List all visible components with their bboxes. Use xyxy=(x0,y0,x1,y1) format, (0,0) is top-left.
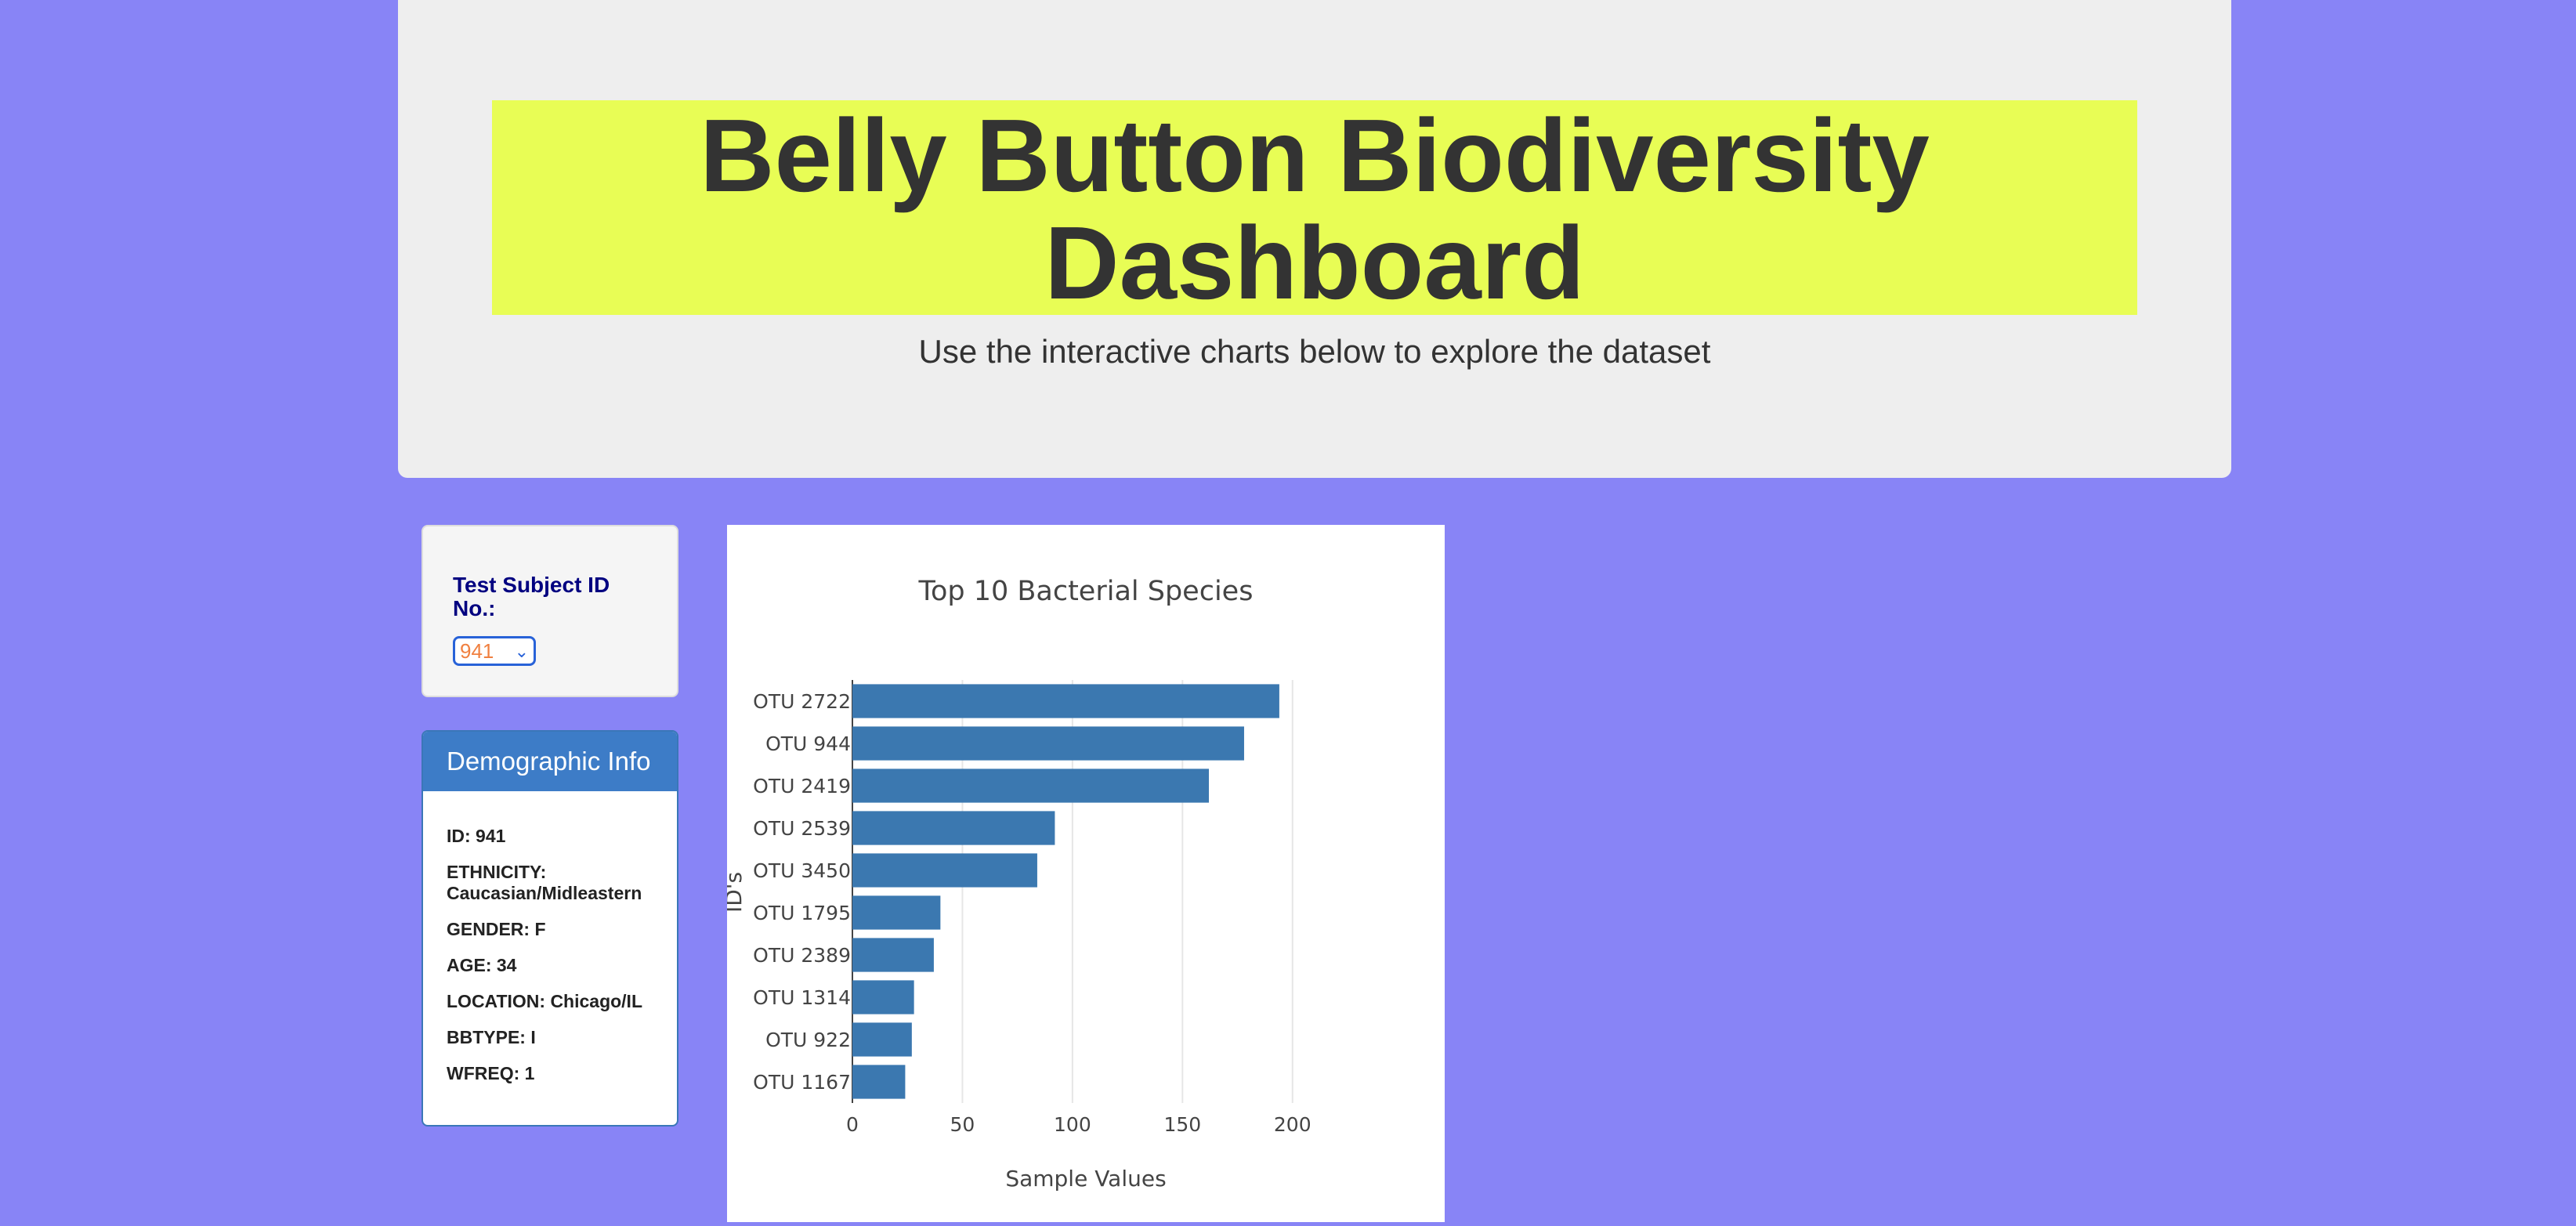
page-subtitle: Use the interactive charts below to expl… xyxy=(918,333,1711,370)
bar-chart-card: Top 10 Bacterial Species OTU 2722 OTU 944… xyxy=(721,525,1445,1222)
bar[interactable] xyxy=(852,1022,912,1057)
subject-select-panel: Test Subject ID No.: 941 ⌄ xyxy=(421,525,678,697)
x-tick-label: 50 xyxy=(950,1113,975,1136)
x-tick-label: 150 xyxy=(1163,1113,1201,1136)
x-tick-label: 0 xyxy=(846,1113,859,1136)
y-tick-label: OTU 2539 xyxy=(753,817,851,840)
demo-row-id: ID: 941 xyxy=(447,826,506,846)
chart-title: Top 10 Bacterial Species xyxy=(918,576,1254,607)
y-tick-label: OTU 2389 xyxy=(753,944,851,967)
demo-row-wfreq: WFREQ: 1 xyxy=(447,1063,535,1083)
bar[interactable] xyxy=(852,726,1244,761)
x-axis-label: Sample Values xyxy=(1005,1166,1166,1192)
bar[interactable] xyxy=(852,853,1037,888)
demo-row-bbtype: BBTYPE: I xyxy=(447,1027,536,1047)
bar[interactable] xyxy=(852,811,1055,845)
demographic-list: ID: 941 ETHNICITY: Caucasian/Midleastern… xyxy=(447,826,674,1099)
subject-id-selected: 941 xyxy=(460,639,494,663)
y-tick-label: OTU 1795 xyxy=(753,902,851,924)
title-highlight: Belly Button Biodiversity Dashboard xyxy=(492,100,2137,316)
y-tick-label: OTU 1167 xyxy=(753,1071,851,1094)
bar[interactable] xyxy=(852,769,1210,803)
title-line-2: Dashboard xyxy=(1044,205,1585,320)
subject-id-dropdown[interactable]: 941 ⌄ xyxy=(453,636,536,666)
demo-row-location: LOCATION: Chicago/IL xyxy=(447,991,643,1011)
header-jumbotron: Belly Button Biodiversity Dashboard Use … xyxy=(398,0,2231,478)
chevron-down-icon: ⌄ xyxy=(514,642,529,661)
demo-row-ethnicity: ETHNICITY: Caucasian/Midleastern xyxy=(447,862,642,903)
bar[interactable] xyxy=(852,938,934,972)
demo-row-gender: GENDER: F xyxy=(447,919,546,939)
bar[interactable] xyxy=(852,1065,906,1099)
x-tick-label: 100 xyxy=(1054,1113,1091,1136)
y-tick-label: OTU 1314 xyxy=(753,986,851,1009)
y-axis-label: ID's xyxy=(727,872,747,913)
demo-row-age: AGE: 34 xyxy=(447,955,517,975)
bar[interactable] xyxy=(852,980,914,1014)
bar[interactable] xyxy=(852,684,1279,718)
page-title: Belly Button Biodiversity Dashboard xyxy=(492,102,2137,316)
bar[interactable] xyxy=(852,895,941,930)
y-tick-label: OTU 3450 xyxy=(753,859,851,882)
demographic-panel: Demographic Info ID: 941 ETHNICITY: Cauc… xyxy=(421,730,678,1127)
subject-select-label: Test Subject ID No.: xyxy=(453,573,610,620)
title-line-1: Belly Button Biodiversity xyxy=(700,98,1930,213)
y-tick-label: OTU 922 xyxy=(765,1029,851,1051)
demographic-heading: Demographic Info xyxy=(423,732,677,791)
y-tick-label: OTU 2722 xyxy=(753,690,851,713)
x-tick-label: 200 xyxy=(1274,1113,1312,1136)
y-tick-label: OTU 944 xyxy=(765,732,851,755)
y-tick-label: OTU 2419 xyxy=(753,775,851,797)
bar-chart[interactable]: Top 10 Bacterial Species OTU 2722 OTU 944… xyxy=(721,525,1445,1222)
